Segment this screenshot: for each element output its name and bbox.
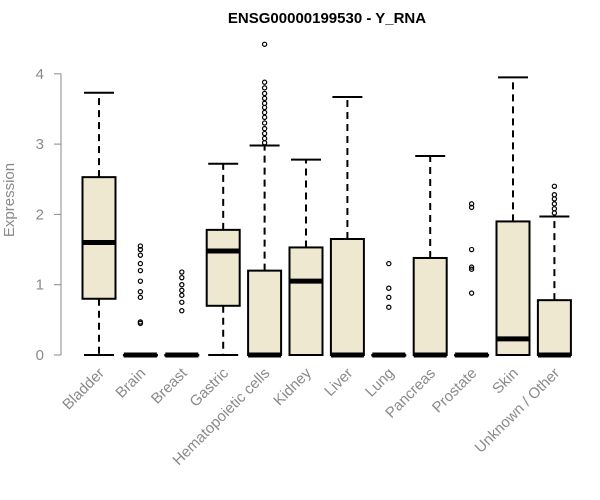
outlier-point [468, 201, 475, 207]
outlier-point [551, 196, 558, 202]
box-hematopoietic-cells [247, 41, 283, 358]
box-body [329, 238, 365, 357]
y-tick-label: 0 [36, 347, 44, 364]
y-tick-label: 4 [36, 66, 44, 83]
outlier-point [137, 243, 144, 249]
outlier-point [137, 278, 144, 284]
box-unknown-other [536, 183, 572, 358]
outlier-point [261, 104, 268, 111]
box-body [81, 176, 117, 300]
y-tick-label: 2 [36, 206, 44, 223]
outlier-point [468, 264, 475, 270]
y-axis: 0 1 2 3 4 [36, 66, 62, 364]
outlier-point [551, 206, 558, 212]
outlier-point [137, 294, 144, 301]
outlier-point [261, 125, 268, 132]
box-gastric [205, 162, 241, 356]
x-category-label: Kidney [270, 364, 315, 409]
box-body [247, 269, 283, 357]
y-axis-label: Expression [1, 163, 18, 237]
outlier-point [261, 130, 268, 137]
outlier-point [137, 267, 144, 274]
outlier-point [551, 192, 558, 198]
outlier-point [137, 289, 144, 295]
box-lung [371, 260, 407, 358]
outlier-point [386, 304, 392, 310]
outlier-point [261, 120, 268, 126]
outlier-point [261, 41, 268, 47]
outlier-point [551, 201, 558, 207]
box-body [495, 220, 531, 356]
box-body [288, 246, 324, 356]
outlier-point [468, 266, 475, 272]
x-category-label: Prostate [429, 365, 481, 417]
x-category-label: Brain [112, 365, 149, 402]
outlier-point [137, 252, 144, 258]
box-breast [164, 269, 200, 358]
x-category-label: Bladder [59, 365, 108, 414]
outlier-point [551, 183, 558, 189]
chart-title: ENSG00000199530 - Y_RNA [228, 10, 426, 27]
box-brain [122, 243, 158, 358]
outlier-point [261, 95, 268, 102]
y-tick-label: 1 [36, 277, 44, 294]
outlier-point [386, 260, 392, 267]
outlier-point [179, 269, 185, 275]
outlier-point [551, 210, 558, 216]
x-category-label: Skin [489, 365, 522, 398]
outlier-point [386, 285, 392, 291]
outlier-point [261, 100, 268, 107]
outlier-point [261, 90, 268, 97]
box-skin [495, 76, 531, 356]
outlier-point [137, 319, 144, 325]
box-body [536, 299, 572, 356]
outlier-point [179, 287, 185, 294]
outlier-point [261, 79, 268, 85]
outlier-point [137, 260, 144, 267]
outlier-point [468, 246, 475, 253]
outlier-point [386, 294, 392, 301]
x-category-label: Lung [362, 365, 398, 401]
outlier-point [261, 85, 268, 91]
box-kidney [288, 158, 324, 356]
box-pancreas [412, 155, 448, 358]
outlier-point [261, 109, 268, 116]
box-liver [329, 95, 365, 358]
x-category-label: Breast [148, 364, 191, 407]
outlier-point [179, 282, 185, 288]
outlier-point [137, 246, 144, 253]
plot-area [81, 41, 572, 358]
outlier-point [179, 274, 185, 281]
box-bladder [81, 91, 117, 356]
outlier-point [179, 299, 185, 305]
outlier-point [261, 114, 268, 121]
outlier-point [468, 290, 475, 296]
box-body [205, 228, 241, 307]
outlier-point [261, 135, 268, 142]
outlier-point [468, 204, 475, 211]
y-tick-label: 3 [36, 136, 44, 153]
box-body [412, 256, 448, 356]
outlier-point [179, 308, 185, 314]
outlier-point [261, 139, 268, 146]
outlier-point [179, 292, 185, 298]
x-category-label: Liver [321, 365, 356, 400]
box-prostate [454, 201, 490, 358]
